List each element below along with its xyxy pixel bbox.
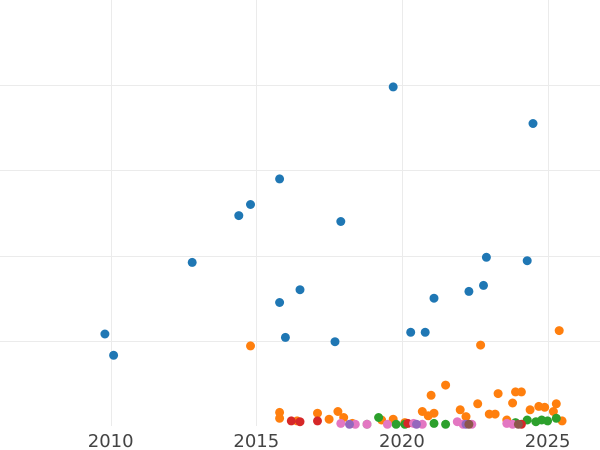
data-point <box>528 119 538 128</box>
data-point <box>473 399 483 409</box>
data-point <box>100 329 110 339</box>
data-point <box>476 340 486 350</box>
x-tick-label: 2020 <box>379 431 425 450</box>
data-point <box>406 327 416 337</box>
data-point <box>548 407 558 416</box>
grid-layer <box>0 0 600 426</box>
data-point <box>333 407 343 416</box>
data-point <box>513 419 523 429</box>
data-point <box>551 413 561 423</box>
data-point <box>313 408 322 418</box>
data-point <box>540 402 550 412</box>
data-point <box>362 419 372 429</box>
data-point <box>426 390 436 400</box>
data-point <box>429 408 439 418</box>
data-point <box>313 416 322 426</box>
data-point <box>234 211 244 221</box>
data-point <box>543 416 553 426</box>
data-point <box>336 217 346 226</box>
data-point <box>516 387 526 397</box>
data-point <box>464 419 474 429</box>
data-point <box>441 419 451 429</box>
data-point <box>554 326 564 336</box>
data-point <box>286 416 296 426</box>
data-point <box>330 337 340 347</box>
data-point <box>275 413 285 423</box>
points-layer <box>100 82 567 429</box>
data-point <box>324 414 334 424</box>
data-point <box>525 405 535 415</box>
data-point <box>464 286 474 296</box>
x-tick-label: 2015 <box>233 431 279 450</box>
data-point <box>374 413 384 422</box>
data-point <box>187 257 197 267</box>
data-point <box>420 327 430 337</box>
data-point <box>481 252 491 262</box>
data-point <box>345 419 354 429</box>
data-point <box>275 298 285 307</box>
data-point <box>461 412 471 422</box>
data-point <box>275 174 285 184</box>
data-point <box>412 419 421 429</box>
x-tick-labels: 2010 2015 2020 2025 <box>88 431 571 450</box>
data-point <box>280 332 290 342</box>
data-point <box>508 398 518 408</box>
x-tick-label: 2025 <box>525 431 571 450</box>
data-point <box>479 280 488 290</box>
data-point <box>441 380 451 390</box>
data-point <box>551 399 561 409</box>
data-point <box>388 82 398 92</box>
data-point <box>429 418 439 428</box>
data-point <box>391 419 401 429</box>
data-point <box>109 350 119 360</box>
data-point <box>295 417 305 427</box>
data-point <box>336 418 346 428</box>
data-point <box>246 341 255 351</box>
data-point <box>295 285 305 295</box>
data-point <box>382 419 392 429</box>
data-point <box>493 389 503 399</box>
data-point <box>522 256 532 266</box>
data-point <box>455 405 465 415</box>
data-point <box>246 200 255 209</box>
data-point <box>429 293 439 303</box>
data-point <box>490 409 500 419</box>
x-tick-label: 2010 <box>88 431 134 450</box>
